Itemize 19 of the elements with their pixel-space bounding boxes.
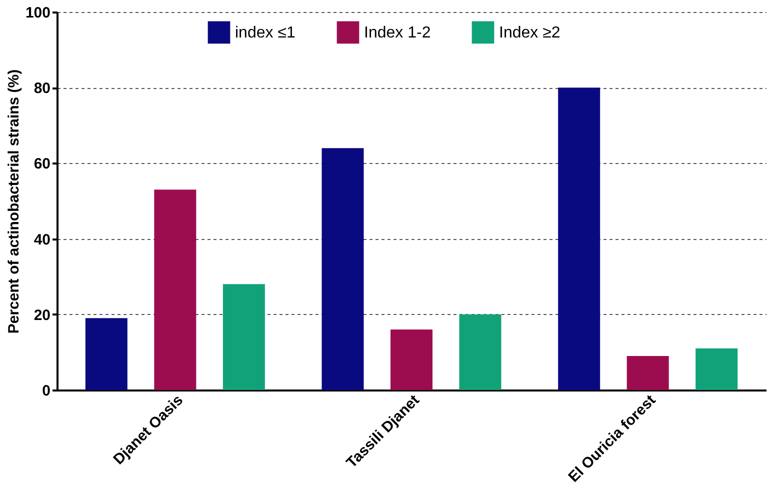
bar bbox=[459, 314, 502, 390]
y-tick-label: 0 bbox=[42, 382, 50, 400]
y-tick-label: 40 bbox=[34, 231, 50, 248]
y-tick-label: 60 bbox=[34, 156, 50, 173]
legend-label: index ≤1 bbox=[235, 24, 296, 42]
bar bbox=[696, 348, 738, 390]
y-tick-label: 80 bbox=[34, 80, 50, 98]
legend-label: Index 1-2 bbox=[364, 24, 431, 42]
bar bbox=[390, 330, 432, 390]
bar bbox=[154, 190, 196, 390]
bar bbox=[558, 88, 600, 390]
y-tick-label: 100 bbox=[25, 4, 50, 22]
bar bbox=[85, 318, 128, 390]
bar bbox=[626, 356, 669, 390]
legend-label: Index ≥2 bbox=[499, 24, 560, 42]
bar bbox=[222, 284, 265, 390]
bar bbox=[322, 148, 364, 390]
y-tick-label: 20 bbox=[34, 306, 50, 324]
y-axis-title: Percent of actinobacterial strains (%) bbox=[5, 69, 22, 334]
